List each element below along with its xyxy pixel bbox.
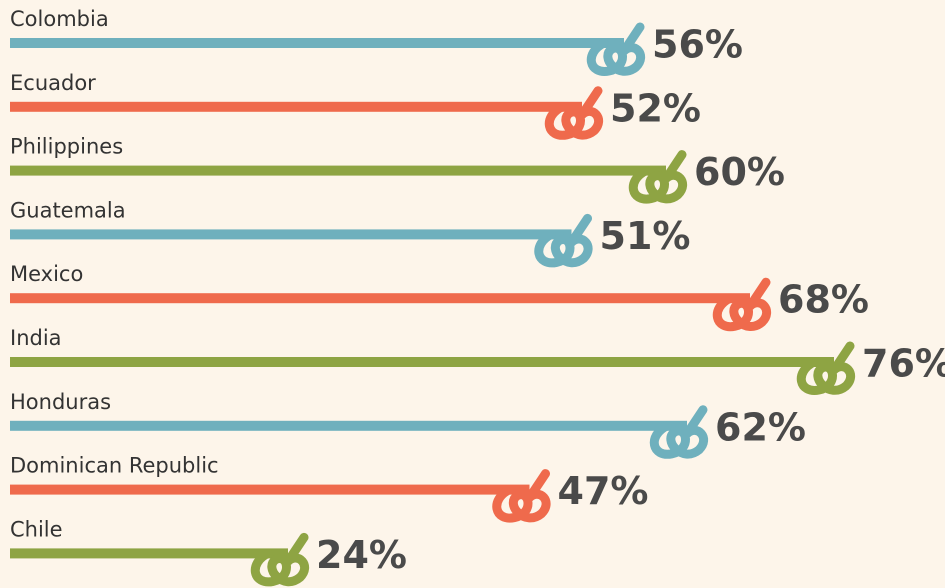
- value-label: 47%: [558, 469, 649, 513]
- bar: [10, 420, 687, 431]
- bar: [10, 165, 666, 176]
- knot: [628, 150, 688, 204]
- category-label: Ecuador: [10, 71, 96, 95]
- knot: [586, 22, 646, 76]
- knot: [796, 341, 856, 395]
- category-label: Mexico: [10, 262, 83, 286]
- knot: [649, 405, 709, 459]
- bar: [10, 484, 530, 495]
- value-label: 76%: [862, 342, 945, 386]
- bar: [10, 357, 834, 367]
- value-label: 60%: [694, 150, 785, 194]
- bar: [10, 101, 582, 112]
- bar: [10, 293, 750, 304]
- bar: [10, 38, 624, 48]
- category-label: Guatemala: [10, 198, 126, 222]
- knot: [492, 469, 551, 523]
- knot: [712, 277, 772, 332]
- category-label: Chile: [10, 517, 63, 541]
- category-label: India: [10, 326, 62, 350]
- category-label: Dominican Republic: [10, 454, 219, 478]
- knot: [250, 532, 310, 587]
- value-label: 62%: [715, 405, 806, 449]
- value-label: 51%: [600, 214, 691, 258]
- value-label: 24%: [316, 533, 407, 577]
- knot: [534, 213, 593, 268]
- value-label: 56%: [652, 23, 743, 67]
- bar: [10, 548, 288, 559]
- category-label: Colombia: [10, 7, 109, 31]
- bar: [10, 229, 572, 240]
- value-label: 68%: [778, 278, 869, 322]
- knot: [544, 86, 604, 140]
- value-label: 52%: [610, 86, 701, 130]
- category-label: Honduras: [10, 390, 111, 414]
- category-label: Philippines: [10, 135, 123, 159]
